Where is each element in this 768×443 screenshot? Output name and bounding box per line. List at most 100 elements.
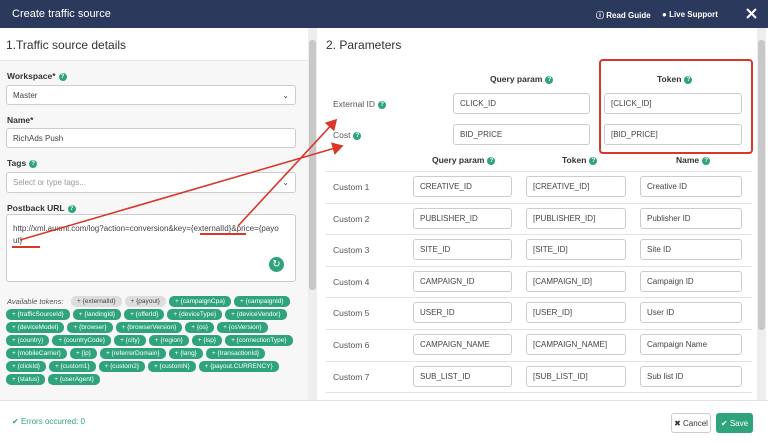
header: Create traffic source ⓘ Read Guide ● Liv… [0,0,768,28]
header-text: Token [562,155,587,165]
link-text: Live Support [669,10,718,19]
token-chip[interactable]: + {payout.CURRENCY} [198,361,279,372]
custom-row: Custom 2 PUBLISHER_ID [PUBLISHER_ID] Publis… [326,202,752,234]
token-input[interactable]: [SUB_LIST_ID] [526,365,626,387]
query-input[interactable]: CLICK_ID [453,93,590,114]
token-chip[interactable]: + {os} [185,322,215,333]
token-chip[interactable]: + {deviceModel} [6,322,65,333]
custom-row: Custom 4 CAMPAIGN_ID [CAMPAIGN_ID] Campaign… [326,265,752,297]
placeholder: Select or type tags... [13,178,86,187]
name-input[interactable]: Creative ID [640,176,742,197]
row-label: Custom 6 [333,340,370,350]
help-icon[interactable]: ? [353,131,362,140]
arrow [19,142,344,241]
help-icon[interactable]: ? [378,100,387,109]
header-text: Name [676,155,700,165]
query-input[interactable]: SITE_ID [413,239,512,261]
name-input[interactable]: Campaign Name [640,334,742,355]
select-value: Master [13,90,38,100]
custom-row: Custom 7 SUB_LIST_ID [SUB_LIST_ID] Sub list… [326,360,752,392]
token-input[interactable]: [CAMPAIGN_ID] [526,270,626,292]
token-chip[interactable]: + {externalId} [71,296,122,307]
tokens-label: Available tokens: [7,297,64,306]
name-input[interactable]: User ID [640,302,742,324]
scroll-thumb[interactable] [309,40,316,290]
token-chip[interactable]: + {lang} [168,348,203,359]
token-chip[interactable]: + {browser} [67,322,113,333]
label-text: Tags [7,158,27,168]
scroll-thumb[interactable] [758,40,765,330]
column-header: Token? [562,155,598,165]
textarea-value: http://xml.auxml.com/log?action=conversi… [13,224,279,245]
token-input[interactable]: [SITE_ID] [526,239,626,261]
token-chip[interactable]: + {landingId} [72,309,122,320]
cancel-button[interactable]: ✖ Cancel [671,413,711,433]
token-chip[interactable]: + {status} [6,374,46,385]
scrollbar [757,28,766,400]
status-text: Errors occurred: 0 [20,417,85,426]
row-label: Cost? [333,130,362,140]
token-chip[interactable]: + {transactionId} [205,348,266,359]
token-input[interactable]: [USER_ID] [526,302,626,324]
input-value: RichAds Push [13,133,64,143]
highlight-box [599,59,753,154]
query-input[interactable]: CAMPAIGN_ID [413,270,512,292]
refresh-icon[interactable]: ↻ [269,257,284,272]
row-label: Custom 5 [333,308,370,319]
query-input[interactable]: CAMPAIGN_NAME [413,334,512,355]
token-input[interactable]: [PUBLISHER_ID] [526,207,626,229]
token-chip[interactable]: + {clickId} [6,361,47,372]
name-input[interactable]: Sub list ID [640,365,742,387]
token-chip[interactable]: + {deviceVendor} [225,309,287,320]
token-input[interactable]: [CAMPAIGN_NAME] [526,334,626,355]
name-input[interactable]: Campaign ID [640,270,742,292]
query-input[interactable]: USER_ID [413,302,512,324]
token-chip[interactable]: + {offerId} [124,309,165,320]
token-chip[interactable]: + {trafficSourceId} [6,309,70,320]
token-chip[interactable]: + {browserVersion} [115,322,183,333]
label-text: Cost [333,130,351,140]
query-input[interactable]: CREATIVE_ID [413,176,512,197]
query-input[interactable]: PUBLISHER_ID [413,207,512,229]
token-chip[interactable]: + {campaignId} [234,296,290,307]
token-input[interactable]: [BID_PRICE] [604,124,742,145]
token-chip[interactable]: + {payout} [124,296,166,307]
name-input[interactable]: Publisher ID [640,207,742,229]
token-chip[interactable]: + {ip} [69,348,97,359]
token-chip[interactable]: + {deviceType} [167,309,223,320]
token-chip[interactable]: + {country} [6,335,50,346]
name-input[interactable]: Site ID [640,239,742,261]
token-chip[interactable]: + {connectionType} [225,335,293,346]
token-chip[interactable]: + {region} [148,335,189,346]
workspace-select[interactable]: Master ⌄ [6,85,296,105]
postback-textarea[interactable]: http://xml.auxml.com/log?action=conversi… [6,214,296,282]
token-chip[interactable]: + {isp} [191,335,223,346]
token-chip[interactable]: + {custom2} [98,361,146,372]
token-chip[interactable]: + {userAgent} [48,374,100,385]
query-input[interactable]: BID_PRICE [453,124,590,145]
save-button[interactable]: ✔ Save [716,413,753,433]
token-chip[interactable]: + {referrerDomain} [99,348,166,359]
token-chip[interactable]: + {osVersion} [217,322,268,333]
custom-row: Custom 1 CREATIVE_ID [CREATIVE_ID] Creative… [326,171,752,202]
token-chip[interactable]: + {city} [114,335,146,346]
token-input[interactable]: [CLICK_ID] [604,93,742,114]
token-chip[interactable]: + {custom1} [49,361,96,372]
name-input[interactable]: RichAds Push [6,128,296,148]
left-header [0,28,308,61]
read-guide-link[interactable]: ⓘ Read Guide [596,11,651,20]
label-text: Postback URL [7,203,65,213]
token-chip[interactable]: + {countryCode} [52,335,112,346]
live-support-link[interactable]: ● Live Support [662,10,718,19]
token-input[interactable]: [CREATIVE_ID] [526,176,626,197]
query-input[interactable]: SUB_LIST_ID [413,365,512,387]
close-button[interactable] [746,8,757,19]
field-label: Name* [7,115,34,125]
button-text: Save [729,418,749,428]
token-chip[interactable]: + {mobileCarrier} [6,348,67,359]
token-chip[interactable]: + {campaignCpa} [168,296,232,307]
token-chip[interactable]: + {customN} [148,361,196,372]
tags-select[interactable]: Select or type tags... ⌄ [6,172,296,193]
field-label: Postback URL? [7,203,76,213]
